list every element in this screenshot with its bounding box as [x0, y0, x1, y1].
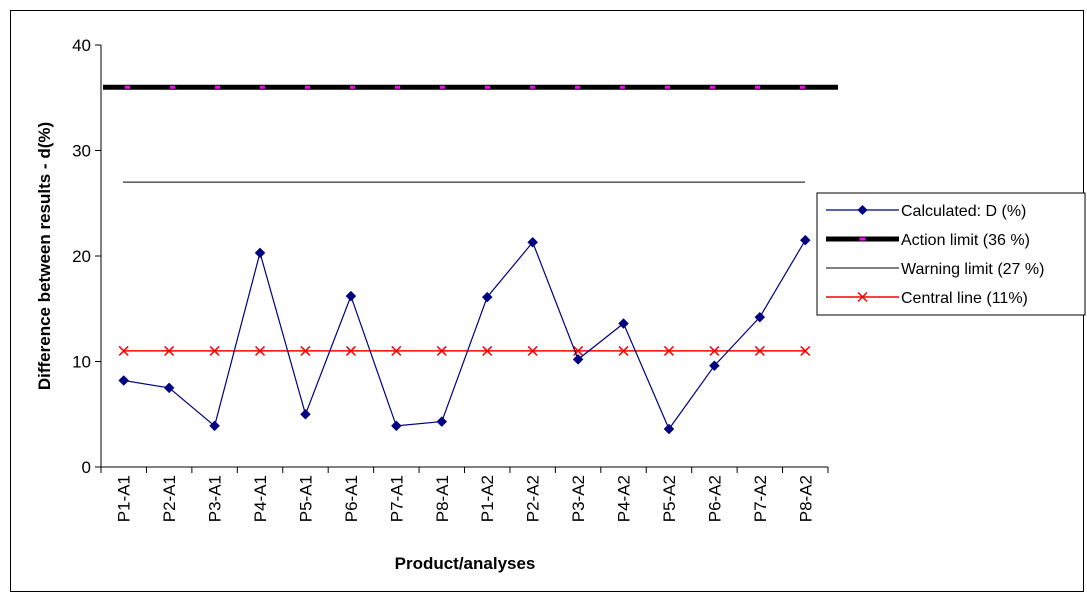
diamond-marker	[799, 234, 811, 246]
x-tick-label: P2-A1	[160, 475, 179, 522]
x-tick-label: P5-A2	[660, 475, 679, 522]
y-tick-label: 20	[72, 247, 91, 266]
legend-label: Warning limit (27 %)	[901, 261, 1044, 278]
legend-item: Warning limit (27 %)	[826, 261, 1044, 278]
x-axis-title: Product/analyses	[395, 554, 536, 573]
diamond-marker	[163, 382, 175, 394]
x-marker	[709, 345, 720, 356]
x-marker	[754, 345, 765, 356]
diamond-marker	[300, 408, 311, 420]
x-tick-label: P4-A2	[615, 475, 634, 522]
x-marker	[255, 345, 266, 356]
legend-label: Calculated: D (%)	[901, 203, 1026, 220]
diamond-marker	[209, 420, 220, 432]
diamond-marker	[709, 360, 720, 372]
legend-x	[857, 291, 868, 303]
diamond-marker	[345, 290, 357, 302]
diamond-marker	[572, 354, 584, 365]
x-axis: P1-A1 P2-A1 P3-A1 P4-A1 P5-A1 P6-A1 P7-A1 P8-A1…	[100, 466, 829, 522]
y-tick-label: 10	[72, 353, 91, 372]
y-axis: 0 10 20 30 40	[72, 36, 102, 477]
x-marker	[164, 345, 175, 356]
y-tick-label: 30	[72, 142, 91, 161]
x-tick-label: P4-A1	[251, 475, 270, 522]
legend-diamond	[857, 205, 868, 215]
y-axis-title: Difference between results - d(%)	[35, 122, 54, 390]
diamond-marker	[436, 416, 448, 427]
x-tick-label: P2-A2	[524, 475, 543, 522]
y-tick-label: 40	[72, 36, 91, 55]
x-marker	[800, 345, 811, 356]
x-tick-label: P6-A2	[705, 475, 724, 522]
diamond-marker	[663, 423, 675, 435]
diamond-marker	[390, 420, 402, 432]
x-marker	[300, 345, 311, 356]
diamond-marker	[254, 247, 266, 259]
x-marker	[527, 345, 538, 356]
x-marker	[436, 345, 447, 356]
x-tick-label: P3-A2	[569, 475, 588, 522]
x-tick-label: P7-A2	[751, 475, 770, 522]
diamond-marker	[618, 318, 629, 329]
x-tick-label: P8-A1	[433, 475, 452, 522]
x-marker	[118, 345, 129, 356]
x-tick-label: P1-A1	[115, 475, 134, 522]
legend-item: Calculated: D (%)	[826, 203, 1026, 220]
legend-item: Action limit (36 %)	[826, 232, 1030, 249]
legend-label: Central line (11%)	[901, 290, 1028, 307]
diamond-marker	[527, 236, 539, 248]
x-tick-label: P3-A1	[206, 475, 225, 522]
x-marker	[345, 345, 356, 356]
legend-item: Central line (11%)	[826, 290, 1028, 307]
diamond-marker	[118, 375, 130, 386]
x-tick-label: P6-A1	[342, 475, 361, 522]
series-3	[118, 345, 811, 356]
x-tick-label: P1-A2	[478, 475, 497, 522]
x-marker	[663, 345, 674, 356]
calculated-line	[123, 239, 806, 431]
diamond-marker	[754, 311, 766, 323]
x-tick-label: P8-A2	[796, 475, 815, 522]
y-tick-label: 0	[82, 458, 91, 477]
x-marker	[482, 345, 493, 356]
legend: Calculated: D (%) Action limit (36 %) Warn…	[816, 192, 1086, 316]
x-marker	[391, 345, 402, 356]
series-layer	[103, 84, 838, 435]
x-marker	[209, 345, 220, 356]
x-tick-label: P7-A1	[387, 475, 406, 522]
x-marker	[573, 345, 584, 356]
diamond-marker	[481, 291, 493, 303]
legend-label: Action limit (36 %)	[901, 232, 1030, 249]
x-marker	[618, 345, 629, 356]
series-0	[118, 234, 811, 435]
x-tick-label: P5-A1	[296, 475, 315, 522]
